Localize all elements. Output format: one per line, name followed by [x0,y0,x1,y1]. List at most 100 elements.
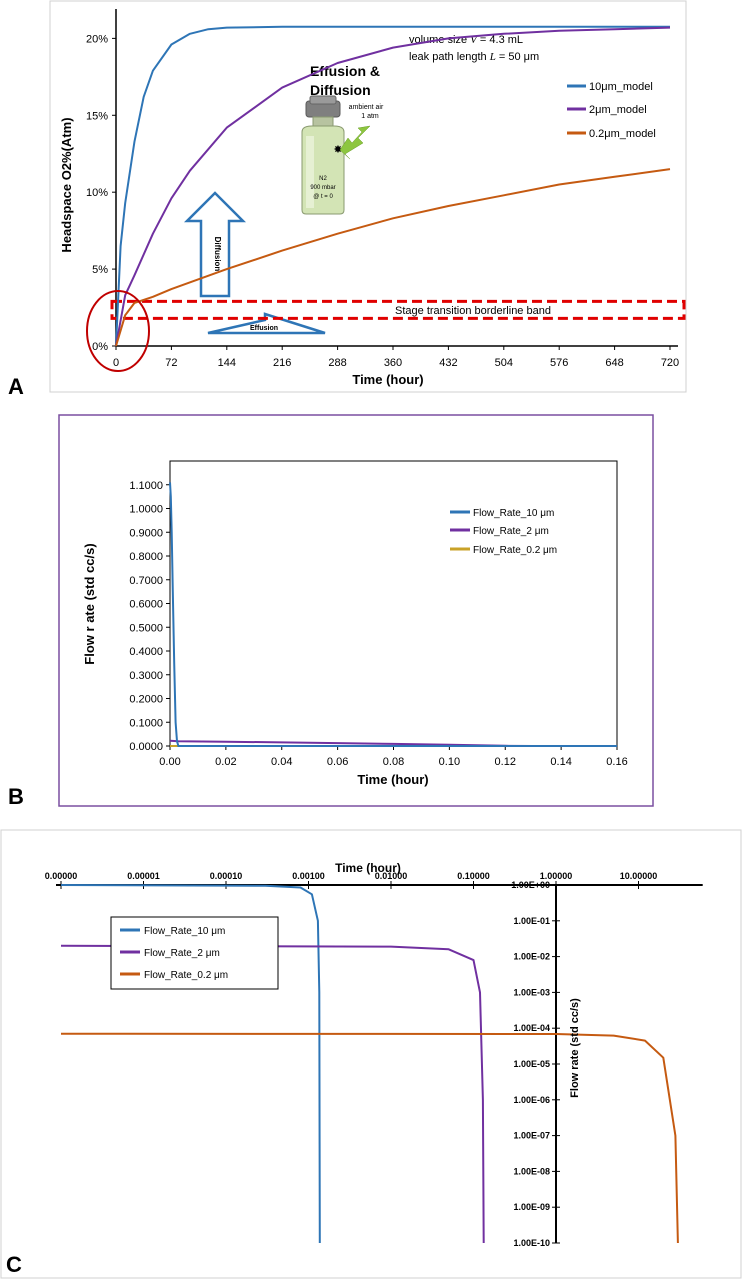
diffusion-arrow: Diffusion [183,191,247,298]
chart-a-y-tick-label: 0% [92,341,108,353]
chart-c-x-tick-label: 0.01000 [375,871,408,881]
chart-c-x-tick-label: 0.10000 [457,871,490,881]
chart-c-ylabel: Flow rate (std cc/s) [569,998,581,1098]
chart-c-y-tick-label: 1.00E-07 [513,1131,550,1141]
chart-b-y-tick-label: 0.0000 [129,741,163,753]
chart-c-y-tick-label: 1.00E-09 [513,1202,550,1212]
chart-c-x-tick-label: 0.00000 [45,871,78,881]
chart-c-x-tick-label: 0.00001 [127,871,160,881]
chart-b-y-tick-label: 0.7000 [129,575,163,587]
chart-b-y-tick-label: 0.9000 [129,527,163,539]
chart-b-x-tick-label: 0.06 [327,756,348,768]
legend-b-label-1: Flow_Rate_2 μm [473,526,549,537]
chart-a-y-tick-label: 15% [86,110,108,122]
effusion-diffusion-title-2: Diffusion [310,82,371,98]
panel-label-a: A [8,374,24,399]
volume-size-text: volume size V = 4.3 mL [409,34,523,46]
chart-b-x-tick-label: 0.02 [215,756,236,768]
chart-b-x-tick-label: 0.00 [159,756,180,768]
chart-a-x-tick-label: 504 [495,357,513,369]
vial-illustration: N2 900 mbar @ t = 0 ✸ [301,95,345,215]
chart-b-x-tick-label: 0.16 [606,756,627,768]
chart-a-y-tick-label: 10% [86,187,108,199]
chart-a-x-tick-label: 432 [439,357,457,369]
origin-highlight-circle [86,290,150,372]
chart-b-y-tick-label: 1.1000 [129,480,163,492]
legend-b: Flow_Rate_10 μm Flow_Rate_2 μm Flow_Rate… [450,508,557,556]
chart-a-x-tick-label: 360 [384,357,402,369]
chart-b-y-tick-label: 0.3000 [129,670,163,682]
chart-a-x-tick-label: 72 [165,357,177,369]
ambient-air-arrow [339,125,371,160]
chart-b-y-tick-label: 0.2000 [129,694,163,706]
svg-text:@ t = 0: @ t = 0 [313,194,333,200]
chart-a-ylabel: Headspace O2%(Atm) [59,117,74,252]
chart-c-x-tick-label: 10.00000 [620,871,658,881]
chart-c-y-tick-label: 1.00E-02 [513,952,550,962]
chart-c-frame [0,829,742,1279]
effusion-arrow: Effusion [207,312,326,335]
stage-transition-band-label: Stage transition borderline band [395,305,551,317]
chart-b-y-tick-label: 1.0000 [129,504,163,516]
legend-b-label-0: Flow_Rate_10 μm [473,508,554,519]
chart-a-frame [49,0,687,393]
chart-b-x-tick-label: 0.14 [550,756,571,768]
chart-b-series-line-0 [169,482,617,747]
chart-b-y-tick-label: 0.1000 [129,717,163,729]
svg-text:Effusion: Effusion [250,325,278,332]
chart-c-series-line-1 [60,944,485,1244]
chart-a-x-tick-label: 288 [328,357,346,369]
chart-b: 0.0000 0.1000 0.2000 0.3000 0.4000 0.5000 0.60… [58,414,654,807]
chart-a-x-tick-label: 0 [113,357,119,369]
chart-c-xlabel: Time (hour) [335,861,401,875]
chart-a-x-tick-label: 576 [550,357,568,369]
chart-b-y-tick-label: 0.8000 [129,551,163,563]
legend-a-label-0: 10μm_model [589,81,653,93]
chart-c-y-tick-label: 1.00E-05 [513,1059,550,1069]
chart-c-x-tick-label: 0.00010 [210,871,243,881]
svg-text:Diffusion: Diffusion [213,237,222,272]
chart-b-x-tick-label: 0.08 [383,756,404,768]
chart-b-x-tick-label: 0.04 [271,756,292,768]
panel-label-c: C [6,1252,22,1277]
leak-path-text: leak path length L = 50 μm [409,51,539,63]
chart-b-y-tick-label: 0.6000 [129,599,163,611]
chart-b-y-tick-label: 0.4000 [129,646,163,658]
stage-transition-band [110,299,686,320]
svg-text:900 mbar: 900 mbar [310,185,335,191]
legend-a: 10μm_model 2μm_model 0.2μm_model [567,81,656,140]
legend-c-label-1: Flow_Rate_2 μm [144,948,220,959]
chart-b-xlabel: Time (hour) [357,772,428,787]
chart-c-y-tick-label: 1.00E-01 [513,916,550,926]
chart-a-series-line-1 [115,26,671,347]
chart-a-x-tick-label: 144 [218,357,236,369]
panel-label-b: B [8,784,24,809]
chart-b-x-tick-label: 0.10 [439,756,460,768]
chart-c-y-tick-label: 1.00E+00 [511,880,550,890]
chart-c-y-tick-label: 1.00E-08 [513,1166,550,1176]
chart-c-y-tick-label: 1.00E-04 [513,1023,550,1033]
chart-a-series-line-2 [115,168,671,347]
chart-a-series-line-0 [115,25,670,347]
legend-a-label-1: 2μm_model [589,104,647,116]
chart-a-x-tick-label: 216 [273,357,291,369]
chart-c: 0.00000 0.00001 0.00010 0.00100 0.01000 0.100… [0,829,742,1279]
chart-c-series-line-2 [60,1032,679,1244]
ambient-air-pressure: 1 atm [361,113,379,120]
legend-a-label-2: 0.2μm_model [589,128,656,140]
chart-a-x-tick-label: 648 [605,357,623,369]
legend-c: Flow_Rate_10 μm Flow_Rate_2 μm Flow_Rate… [110,916,279,990]
legend-c-label-0: Flow_Rate_10 μm [144,926,225,937]
chart-b-y-tick-label: 0.5000 [129,622,163,634]
svg-text:N2: N2 [319,176,327,182]
chart-c-y-tick-label: 1.00E-06 [513,1095,550,1105]
chart-a-xlabel: Time (hour) [352,372,423,387]
chart-c-x-tick-label: 1.00000 [540,871,573,881]
chart-a-x-tick-label: 720 [661,357,679,369]
chart-c-y-tick-label: 1.00E-10 [513,1238,550,1248]
chart-c-series-line-0 [60,884,321,1244]
chart-a-y-tick-label: 5% [92,264,108,276]
chart-c-y-tick-label: 1.00E-03 [513,987,550,997]
chart-c-x-tick-label: 0.00100 [292,871,325,881]
chart-b-ylabel: Flow r ate (std cc/s) [82,543,97,664]
